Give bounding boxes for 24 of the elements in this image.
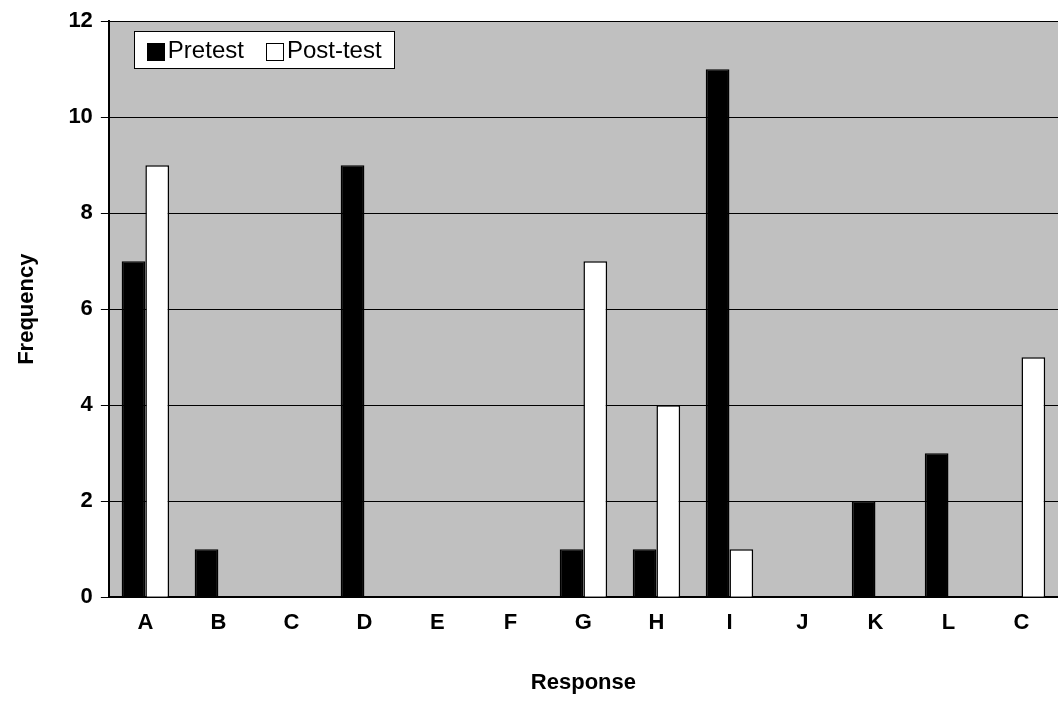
x-axis-title: Response xyxy=(530,668,637,694)
x-tick-label: K xyxy=(867,609,884,635)
y-axis-title: Frequency xyxy=(13,252,39,365)
y-tick-label: 8 xyxy=(80,199,93,225)
x-tick-label: G xyxy=(574,609,592,635)
legend-label: Post-test xyxy=(285,36,382,65)
legend-label: Pretest xyxy=(166,36,244,65)
y-tick-label: 0 xyxy=(80,583,93,609)
x-tick-label: C xyxy=(1013,609,1030,635)
x-tick-label: D xyxy=(356,609,373,635)
x-tick-label: F xyxy=(503,609,518,635)
y-tick-label: 6 xyxy=(80,295,93,321)
x-tick-label: B xyxy=(210,609,227,635)
y-tick-label: 12 xyxy=(68,7,93,33)
y-tick-label: 2 xyxy=(80,487,93,513)
x-tick-label: C xyxy=(283,609,300,635)
y-tick-label: 4 xyxy=(80,391,94,417)
x-tick-label: H xyxy=(648,609,665,635)
x-tick-label: A xyxy=(137,609,154,635)
y-tick-label: 10 xyxy=(68,103,93,129)
x-tick-label: E xyxy=(430,609,445,635)
x-tick-label: I xyxy=(726,609,733,635)
x-tick-label: L xyxy=(941,609,956,635)
x-tick-label: J xyxy=(796,609,809,635)
